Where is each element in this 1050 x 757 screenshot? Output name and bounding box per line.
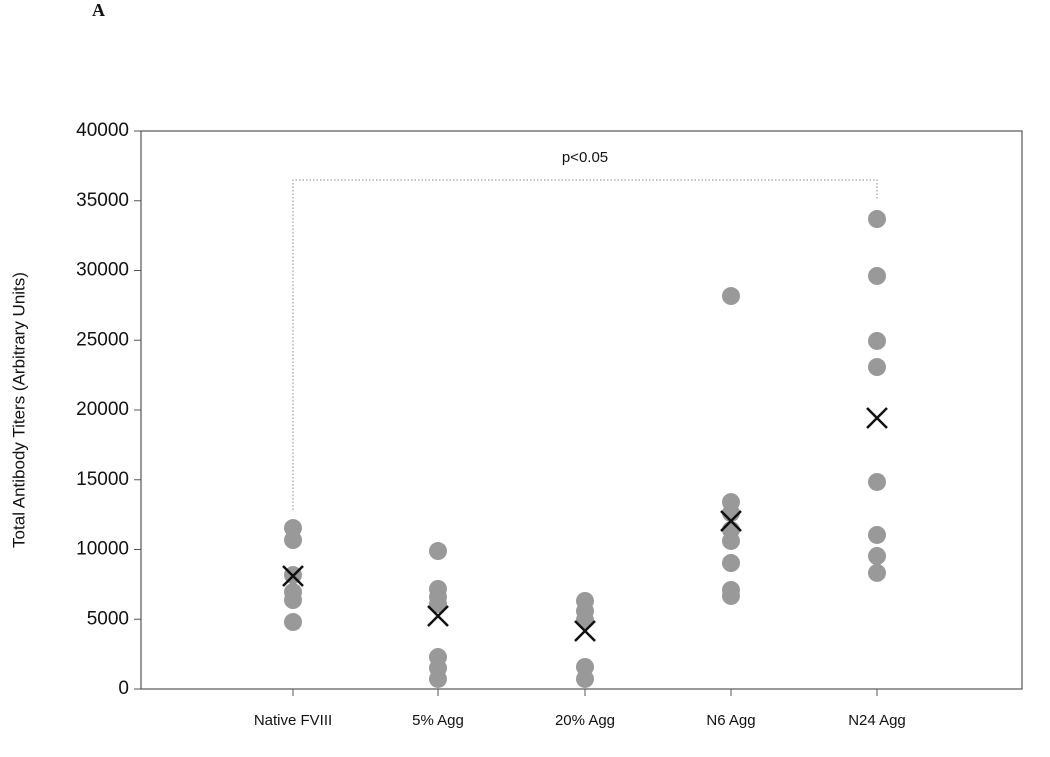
significance-bracket [292, 179, 878, 510]
data-point [868, 563, 886, 582]
mean-marker [427, 605, 449, 627]
y-tick-label: 30000 [76, 260, 129, 281]
y-tick-label: 35000 [76, 190, 129, 211]
y-axis-label: Total Antibody Titers (Arbitrary Units) [9, 272, 28, 548]
y-tick-label: 5000 [87, 608, 129, 629]
data-point [722, 503, 740, 522]
data-point [429, 669, 447, 688]
data-point [868, 547, 886, 566]
y-tick-label: 15000 [76, 469, 129, 490]
x-tick-label: N6 Agg [706, 712, 755, 729]
data-point [868, 358, 886, 377]
y-tick-label: 25000 [76, 329, 129, 350]
data-point [868, 210, 886, 229]
data-point [722, 554, 740, 573]
panel-label: A [92, 0, 105, 20]
y-tick-label: 20000 [76, 399, 129, 420]
data-point [868, 331, 886, 350]
data-point [868, 525, 886, 544]
y-tick-label: 0 [118, 678, 129, 699]
x-tick-label: 20% Agg [555, 712, 615, 729]
data-point [576, 669, 594, 688]
mean-marker [720, 510, 742, 532]
data-point [576, 610, 594, 629]
mean-marker [282, 565, 304, 587]
x-tick-label: N24 Agg [848, 712, 906, 729]
data-point [284, 531, 302, 550]
y-tick-label: 40000 [76, 120, 129, 141]
data-point [868, 266, 886, 285]
data-point [722, 531, 740, 550]
annotation: p<0.05 [562, 149, 608, 166]
data-point [868, 472, 886, 491]
x-tick-label: 5% Agg [412, 712, 464, 729]
data-point [429, 542, 447, 561]
data-point [284, 613, 302, 632]
data-point [722, 287, 740, 306]
data-point [284, 590, 302, 609]
data-point [429, 595, 447, 614]
mean-marker [866, 407, 888, 429]
mean-marker [574, 620, 596, 642]
y-tick-label: 10000 [76, 539, 129, 560]
data-point [722, 586, 740, 605]
x-tick-label: Native FVIII [254, 712, 332, 729]
